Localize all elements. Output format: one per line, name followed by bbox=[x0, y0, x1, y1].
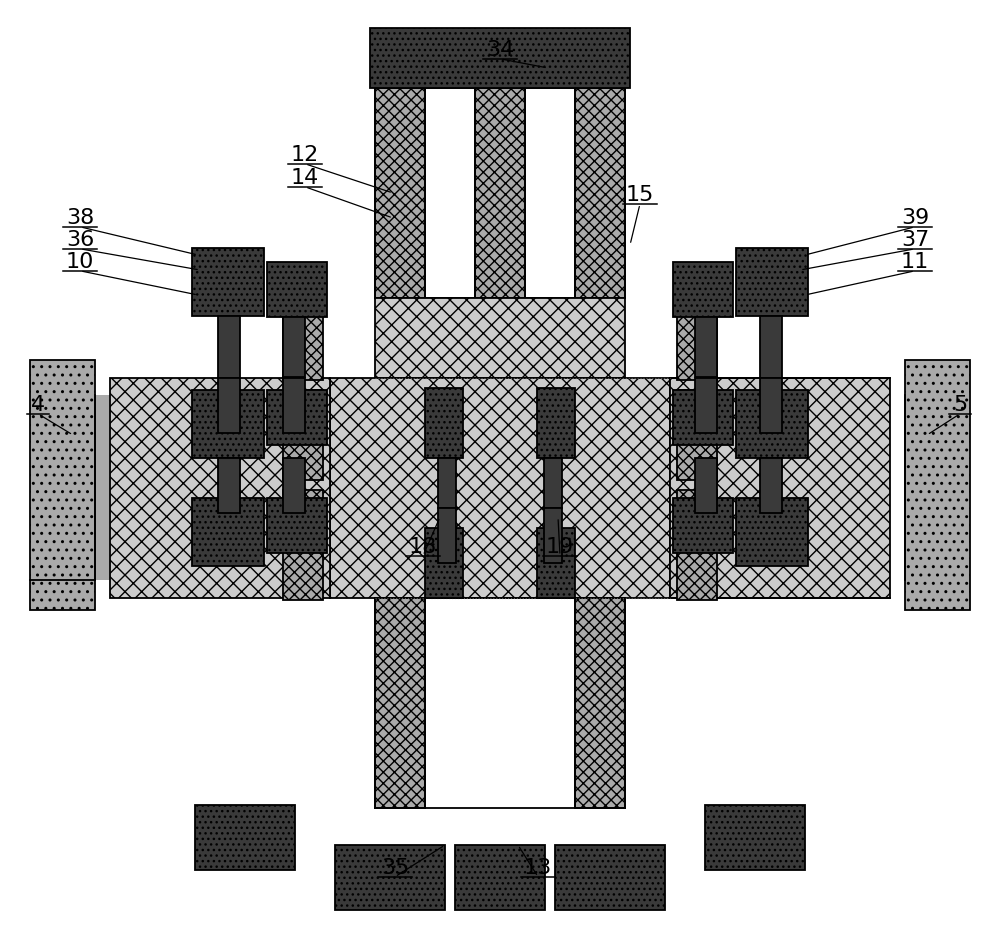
Bar bbox=[218, 458, 240, 513]
Bar bbox=[670, 378, 890, 598]
Bar bbox=[283, 317, 305, 377]
Bar bbox=[425, 528, 463, 598]
Bar bbox=[760, 458, 782, 513]
Bar bbox=[695, 378, 717, 433]
Bar bbox=[695, 317, 717, 377]
Text: 18: 18 bbox=[409, 537, 437, 557]
Bar bbox=[375, 598, 425, 808]
Bar bbox=[110, 378, 330, 598]
Text: 37: 37 bbox=[901, 230, 929, 250]
Bar bbox=[375, 298, 625, 378]
Bar bbox=[375, 88, 425, 298]
Text: 14: 14 bbox=[291, 168, 319, 188]
Bar bbox=[192, 390, 264, 458]
Bar bbox=[695, 458, 717, 513]
Bar bbox=[677, 290, 717, 380]
Bar bbox=[425, 388, 463, 458]
Text: 12: 12 bbox=[291, 145, 319, 165]
Bar bbox=[283, 458, 305, 513]
Bar bbox=[192, 498, 264, 566]
Bar bbox=[283, 290, 323, 380]
Text: 39: 39 bbox=[901, 208, 929, 228]
Bar bbox=[330, 378, 670, 598]
Bar bbox=[736, 498, 808, 566]
Bar bbox=[544, 508, 562, 563]
Bar bbox=[677, 490, 717, 600]
Bar bbox=[30, 360, 95, 610]
Bar bbox=[905, 360, 970, 610]
Bar bbox=[438, 458, 456, 508]
Bar bbox=[267, 498, 327, 553]
Bar bbox=[425, 88, 475, 298]
Bar bbox=[673, 498, 733, 553]
Bar bbox=[267, 262, 327, 317]
Bar bbox=[438, 508, 456, 563]
Text: 5: 5 bbox=[953, 395, 967, 415]
Bar bbox=[705, 805, 805, 870]
Bar bbox=[475, 88, 525, 298]
Bar bbox=[335, 845, 445, 910]
Bar bbox=[673, 262, 733, 317]
Bar bbox=[218, 316, 240, 378]
Text: 34: 34 bbox=[486, 40, 514, 60]
Text: 19: 19 bbox=[546, 537, 574, 557]
Bar bbox=[267, 390, 327, 445]
Text: 35: 35 bbox=[381, 858, 409, 878]
Bar bbox=[544, 458, 562, 508]
Bar bbox=[95, 395, 115, 580]
Text: 15: 15 bbox=[626, 185, 654, 205]
Text: 10: 10 bbox=[66, 252, 94, 272]
Bar bbox=[525, 88, 575, 298]
Bar bbox=[760, 316, 782, 378]
Bar bbox=[192, 248, 264, 316]
Text: 38: 38 bbox=[66, 208, 94, 228]
Bar bbox=[425, 598, 575, 808]
Bar bbox=[537, 388, 575, 458]
Bar bbox=[283, 378, 305, 433]
Bar bbox=[736, 248, 808, 316]
Bar bbox=[455, 845, 545, 910]
Text: 36: 36 bbox=[66, 230, 94, 250]
Bar bbox=[673, 390, 733, 445]
Bar bbox=[283, 490, 323, 600]
Bar bbox=[283, 390, 323, 480]
Bar bbox=[677, 390, 717, 480]
Bar bbox=[736, 390, 808, 458]
Text: 11: 11 bbox=[901, 252, 929, 272]
Text: 4: 4 bbox=[31, 395, 45, 415]
Bar bbox=[537, 528, 575, 598]
Bar bbox=[575, 598, 625, 808]
Bar bbox=[760, 378, 782, 433]
Text: 13: 13 bbox=[524, 858, 552, 878]
Bar bbox=[218, 378, 240, 433]
Bar bbox=[370, 28, 630, 88]
Bar bbox=[195, 805, 295, 870]
Bar bbox=[575, 88, 625, 298]
Bar bbox=[555, 845, 665, 910]
